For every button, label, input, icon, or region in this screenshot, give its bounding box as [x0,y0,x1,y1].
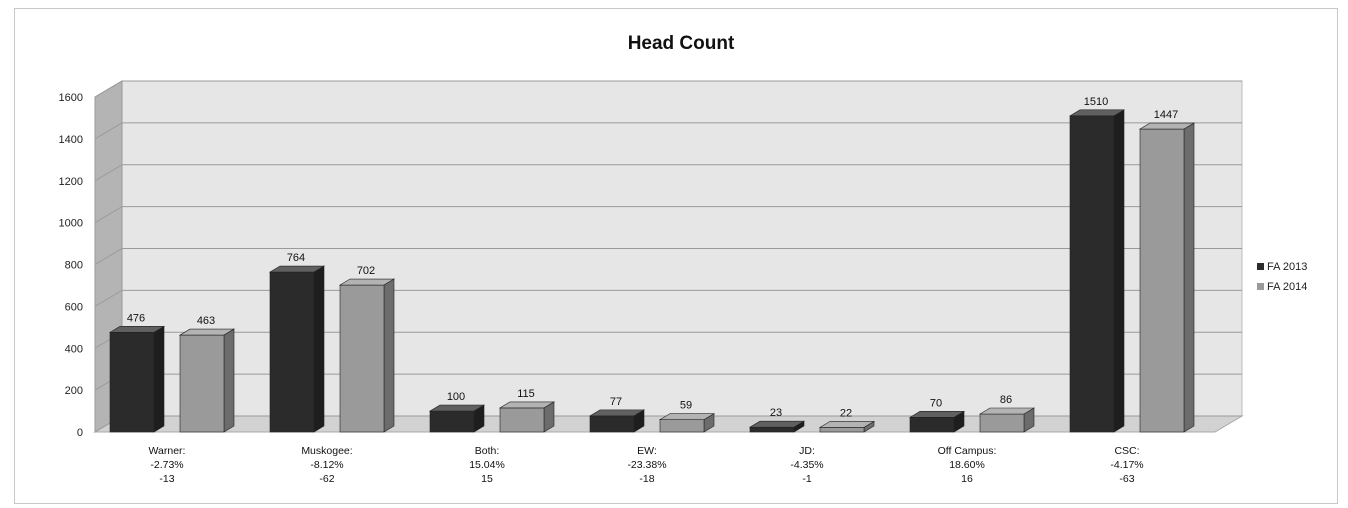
legend-label: FA 2014 [1267,281,1307,293]
head-count-chart: Head Count 0 200 400 600 800 1000 1200 1400 1600… [59,33,1308,485]
category-label: -23.38% [627,459,666,471]
gridline [94,248,1242,265]
category-label: Both: [475,445,500,457]
category-label: -2.73% [150,459,183,471]
gridline [94,164,1242,182]
category-label: -63 [1119,473,1134,485]
category-label: -62 [319,473,334,485]
y-tick-label: 1000 [59,218,83,230]
category-label: Off Campus: [938,445,997,457]
bar-csc-fa-2013 [1068,109,1126,433]
category-label: 15 [481,473,493,485]
category-label: JD: [799,445,815,457]
legend-swatch [1257,263,1264,270]
gridline [94,80,1242,98]
chart-frame: Head Count 0 200 400 600 800 1000 1200 1400 1600… [14,8,1338,504]
data-label: 476 [127,312,145,324]
data-label: 22 [840,407,852,419]
bar-muskogee-fa-2013 [268,265,326,433]
category-label: -4.35% [790,459,823,471]
category-label: 15.04% [469,459,505,471]
y-tick-label: 1400 [59,134,83,146]
data-label: 77 [610,396,622,408]
bar-both-fa-2014 [498,401,556,433]
legend-label: FA 2013 [1267,261,1307,273]
data-label: 1447 [1154,109,1178,121]
category-label: 18.60% [949,459,985,471]
bar-off-campus-fa-2014 [978,407,1036,433]
data-label: 100 [447,391,465,403]
y-tick-label: 1600 [59,92,83,104]
bar-csc-fa-2014 [1138,122,1196,433]
data-label: 70 [930,397,942,409]
bar-both-fa-2013 [428,404,486,433]
data-label: 86 [1000,394,1012,406]
data-labels: 476 463 764 702 100 115 77 59 23 22 70 86 1510 1447 [127,96,1178,420]
data-label: 1510 [1084,96,1108,108]
y-tick-label: 600 [65,301,83,313]
y-axis: 0 200 400 600 800 1000 1200 1400 1600 [59,92,83,439]
category-label: 16 [961,473,973,485]
y-tick-label: 1200 [59,176,83,188]
bars [108,109,1196,433]
y-tick-label: 0 [77,427,83,439]
gridlines [94,80,1242,433]
category-labels: Warner: -2.73% -13 Muskogee: -8.12% -62 Both: 1… [149,445,1144,485]
bar-warner-fa-2013 [108,325,166,433]
data-label: 764 [287,252,305,264]
category-label: -18 [639,473,654,485]
category-label: CSC: [1114,445,1139,457]
bar-off-campus-fa-2013 [908,410,966,433]
gridline [94,289,1242,307]
legend: FA 2013 FA 2014 [1257,261,1307,293]
category-label: -13 [159,473,174,485]
category-label: -1 [802,473,811,485]
y-tick-label: 400 [65,343,83,355]
bar-ew-fa-2014 [658,413,716,433]
category-label: Muskogee: [301,445,352,457]
bar-ew-fa-2013 [588,409,646,433]
data-label: 702 [357,265,375,277]
category-label: EW: [637,445,657,457]
data-label: 115 [517,388,535,400]
category-label: Warner: [149,445,186,457]
category-label: -8.12% [310,459,343,471]
data-label: 59 [680,400,692,412]
data-label: 23 [770,407,782,419]
bar-jd-fa-2013 [748,420,806,433]
data-label: 463 [197,315,215,327]
gridline [94,206,1242,224]
y-tick-label: 200 [65,385,83,397]
chart-title: Head Count [628,33,735,54]
bar-warner-fa-2014 [178,328,236,433]
y-tick-label: 800 [65,260,83,272]
bar-muskogee-fa-2014 [338,278,396,433]
bar-jd-fa-2014 [818,420,876,433]
legend-swatch [1257,283,1264,290]
category-label: -4.17% [1110,459,1143,471]
gridline [94,122,1242,140]
